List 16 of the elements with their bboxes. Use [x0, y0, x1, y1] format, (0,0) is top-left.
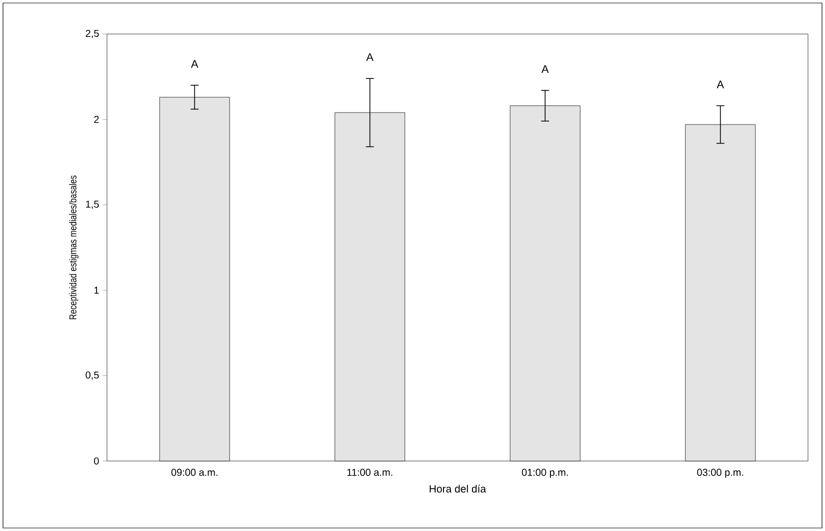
x-tick-label: 09:00 a.m. — [171, 468, 218, 476]
y-tick-label: 0 — [94, 457, 99, 465]
y-tick-label: 1 — [94, 286, 99, 294]
y-tick-label: 1,5 — [86, 200, 99, 209]
y-tick-label: 2,5 — [86, 30, 99, 38]
annotation: A — [716, 80, 724, 88]
annotation: A — [190, 60, 198, 68]
y-tick-label: 0,5 — [86, 371, 99, 380]
annotation: A — [541, 65, 549, 73]
x-tick-label: 01:00 p.m. — [522, 468, 568, 478]
y-tick-label: 2 — [94, 116, 99, 123]
x-tick-label: 11:00 a.m. — [347, 468, 392, 476]
annotation: A — [366, 53, 374, 61]
y-axis-title: Receptividad estigmas mediales/basales — [69, 176, 78, 320]
x-axis-title: Hora del día — [430, 484, 486, 493]
x-tick-label: 03:00 p.m. — [697, 468, 744, 478]
